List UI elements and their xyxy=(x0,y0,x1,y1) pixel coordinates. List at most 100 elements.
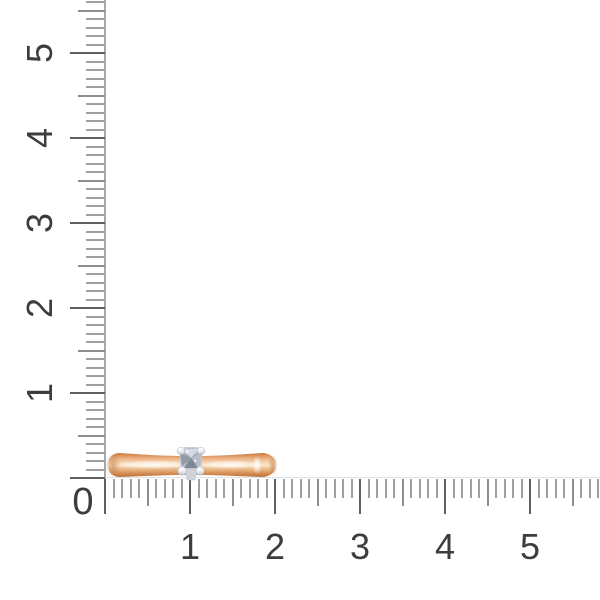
horizontal-tick xyxy=(427,479,429,498)
horizontal-tick xyxy=(325,479,327,498)
prong-top-left xyxy=(176,446,186,456)
horizontal-tick xyxy=(469,479,472,498)
horizontal-tick xyxy=(265,479,268,498)
vertical-major-tick xyxy=(70,307,105,309)
vertical-tick xyxy=(86,154,105,156)
diamond-stone xyxy=(180,447,202,470)
horizontal-tick xyxy=(486,479,489,506)
vertical-tick xyxy=(86,247,105,250)
vertical-tick xyxy=(86,400,105,403)
horizontal-tick xyxy=(512,479,514,498)
horizontal-major-tick xyxy=(444,479,446,514)
vertical-tick xyxy=(86,256,105,258)
vertical-tick xyxy=(86,298,105,301)
vertical-tick xyxy=(86,213,105,216)
band-highlight-left xyxy=(116,460,192,469)
vertical-tick xyxy=(86,273,105,275)
vertical-tick xyxy=(78,349,105,352)
horizontal-ruler-number: 4 xyxy=(434,526,456,567)
vertical-tick xyxy=(86,409,105,411)
vertical-tick xyxy=(86,145,105,148)
vertical-tick xyxy=(86,460,105,462)
band-shade-left-cap xyxy=(105,453,121,477)
vertical-tick xyxy=(86,281,105,284)
horizontal-tick xyxy=(495,479,497,498)
horizontal-tick xyxy=(580,479,582,498)
horizontal-tick xyxy=(461,479,463,498)
prong-bottom-left xyxy=(177,466,187,476)
prong-bottom-right xyxy=(195,466,205,476)
horizontal-ruler-number: 3 xyxy=(349,526,371,567)
horizontal-tick xyxy=(248,479,251,498)
band-shade-right-tip xyxy=(268,454,278,476)
horizontal-tick xyxy=(240,479,242,498)
horizontal-tick xyxy=(367,479,370,498)
vertical-major-tick xyxy=(70,52,105,54)
horizontal-major-tick xyxy=(189,479,191,514)
diamond-head xyxy=(176,446,206,481)
vertical-major-tick xyxy=(70,137,105,139)
horizontal-ruler-number: 5 xyxy=(519,526,541,567)
horizontal-tick xyxy=(376,479,378,498)
horizontal-tick xyxy=(563,479,565,498)
vertical-tick xyxy=(86,26,105,29)
horizontal-ruler-number: 2 xyxy=(264,526,286,567)
vertical-tick xyxy=(86,468,105,471)
vertical-ruler-line xyxy=(104,0,106,479)
horizontal-major-tick xyxy=(529,479,531,514)
origin-label: 0 xyxy=(72,481,94,523)
vertical-tick xyxy=(86,86,105,88)
vertical-tick xyxy=(86,426,105,428)
horizontal-tick xyxy=(571,479,574,506)
horizontal-tick xyxy=(146,479,149,506)
horizontal-tick xyxy=(121,479,123,498)
horizontal-tick xyxy=(206,479,208,498)
vertical-tick xyxy=(86,60,105,63)
vertical-tick xyxy=(86,77,105,80)
horizontal-tick xyxy=(138,479,140,498)
vertical-tick xyxy=(86,451,105,454)
horizontal-major-tick xyxy=(274,479,276,514)
vertical-tick xyxy=(86,315,105,318)
vertical-tick xyxy=(86,103,105,105)
horizontal-major-tick xyxy=(104,479,106,514)
horizontal-tick xyxy=(350,479,353,498)
vertical-tick xyxy=(86,1,105,3)
horizontal-tick xyxy=(299,479,302,498)
vertical-tick xyxy=(86,239,105,241)
horizontal-tick xyxy=(384,479,387,498)
vertical-tick xyxy=(86,111,105,114)
horizontal-tick xyxy=(435,479,438,498)
vertical-ruler-number: 5 xyxy=(19,42,60,64)
horizontal-tick xyxy=(308,479,310,498)
horizontal-tick xyxy=(257,479,259,498)
vertical-ruler-number: 2 xyxy=(19,297,60,319)
vertical-tick xyxy=(86,417,105,420)
vertical-tick xyxy=(86,341,105,343)
horizontal-tick xyxy=(316,479,319,506)
horizontal-tick xyxy=(231,479,234,506)
vertical-tick xyxy=(86,188,105,190)
horizontal-tick xyxy=(588,479,591,498)
vertical-major-tick xyxy=(70,392,105,394)
vertical-ruler-number: 1 xyxy=(19,382,60,404)
horizontal-tick xyxy=(410,479,412,498)
horizontal-ruler-number: 1 xyxy=(179,526,201,567)
horizontal-tick xyxy=(172,479,174,498)
horizontal-tick xyxy=(537,479,540,498)
horizontal-tick xyxy=(452,479,455,498)
horizontal-tick xyxy=(393,479,395,498)
horizontal-tick xyxy=(282,479,285,498)
vertical-tick xyxy=(86,443,105,445)
vertical-tick xyxy=(78,94,105,97)
horizontal-tick xyxy=(342,479,344,498)
horizontal-tick xyxy=(291,479,293,498)
horizontal-tick xyxy=(554,479,557,498)
vertical-tick xyxy=(86,290,105,292)
vertical-tick xyxy=(86,18,105,20)
vertical-tick xyxy=(86,43,105,46)
vertical-tick xyxy=(86,171,105,173)
horizontal-tick xyxy=(163,479,166,498)
horizontal-tick xyxy=(112,479,115,498)
